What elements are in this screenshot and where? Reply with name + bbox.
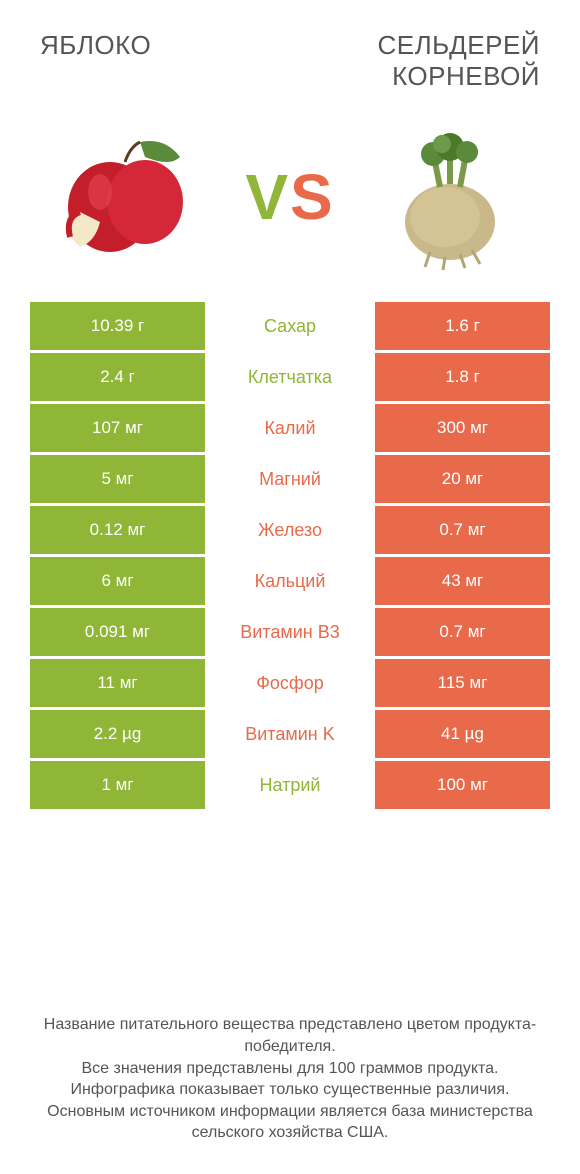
cell-right-value: 100 мг [375,761,550,809]
cell-right-value: 0.7 мг [375,506,550,554]
celery-image [370,122,530,272]
table-row: 5 мгМагний20 мг [30,455,550,503]
table-row: 10.39 гСахар1.6 г [30,302,550,350]
cell-nutrient-name: Калий [205,404,375,452]
cell-nutrient-name: Фосфор [205,659,375,707]
table-row: 6 мгКальций43 мг [30,557,550,605]
title-apple: Яблоко [40,30,265,61]
cell-left-value: 0.12 мг [30,506,205,554]
vs-row: VS [20,112,560,302]
cell-nutrient-name: Клетчатка [205,353,375,401]
table-row: 107 мгКалий300 мг [30,404,550,452]
cell-left-value: 11 мг [30,659,205,707]
vs-v: V [245,161,290,233]
apple-image [50,122,210,272]
header: Яблоко Сельдерей корневой [20,30,560,92]
cell-left-value: 107 мг [30,404,205,452]
footer-notes: Название питательного вещества представл… [20,984,560,1154]
cell-right-value: 1.6 г [375,302,550,350]
cell-left-value: 0.091 мг [30,608,205,656]
cell-nutrient-name: Магний [205,455,375,503]
footer-line: Название питательного вещества представл… [30,1014,550,1057]
cell-right-value: 300 мг [375,404,550,452]
cell-right-value: 115 мг [375,659,550,707]
table-row: 2.4 гКлетчатка1.8 г [30,353,550,401]
cell-right-value: 43 мг [375,557,550,605]
table-row: 2.2 µgВитамин K41 µg [30,710,550,758]
table-row: 0.12 мгЖелезо0.7 мг [30,506,550,554]
cell-nutrient-name: Кальций [205,557,375,605]
footer-line: Все значения представлены для 100 граммо… [30,1058,550,1080]
table-row: 0.091 мгВитамин B30.7 мг [30,608,550,656]
footer-line: Основным источником информации является … [30,1101,550,1144]
cell-left-value: 10.39 г [30,302,205,350]
cell-left-value: 2.2 µg [30,710,205,758]
title-celery: Сельдерей корневой [315,30,540,92]
footer-line: Инфографика показывает только существенн… [30,1079,550,1101]
nutrition-table: 10.39 гСахар1.6 г2.4 гКлетчатка1.8 г107 … [20,302,560,809]
cell-left-value: 5 мг [30,455,205,503]
cell-nutrient-name: Витамин K [205,710,375,758]
vs-s: S [290,161,335,233]
cell-nutrient-name: Железо [205,506,375,554]
cell-nutrient-name: Сахар [205,302,375,350]
cell-left-value: 1 мг [30,761,205,809]
cell-right-value: 1.8 г [375,353,550,401]
table-row: 1 мгНатрий100 мг [30,761,550,809]
vs-label: VS [245,160,334,234]
cell-right-value: 20 мг [375,455,550,503]
cell-left-value: 6 мг [30,557,205,605]
table-row: 11 мгФосфор115 мг [30,659,550,707]
cell-right-value: 0.7 мг [375,608,550,656]
cell-nutrient-name: Витамин B3 [205,608,375,656]
cell-nutrient-name: Натрий [205,761,375,809]
cell-right-value: 41 µg [375,710,550,758]
cell-left-value: 2.4 г [30,353,205,401]
